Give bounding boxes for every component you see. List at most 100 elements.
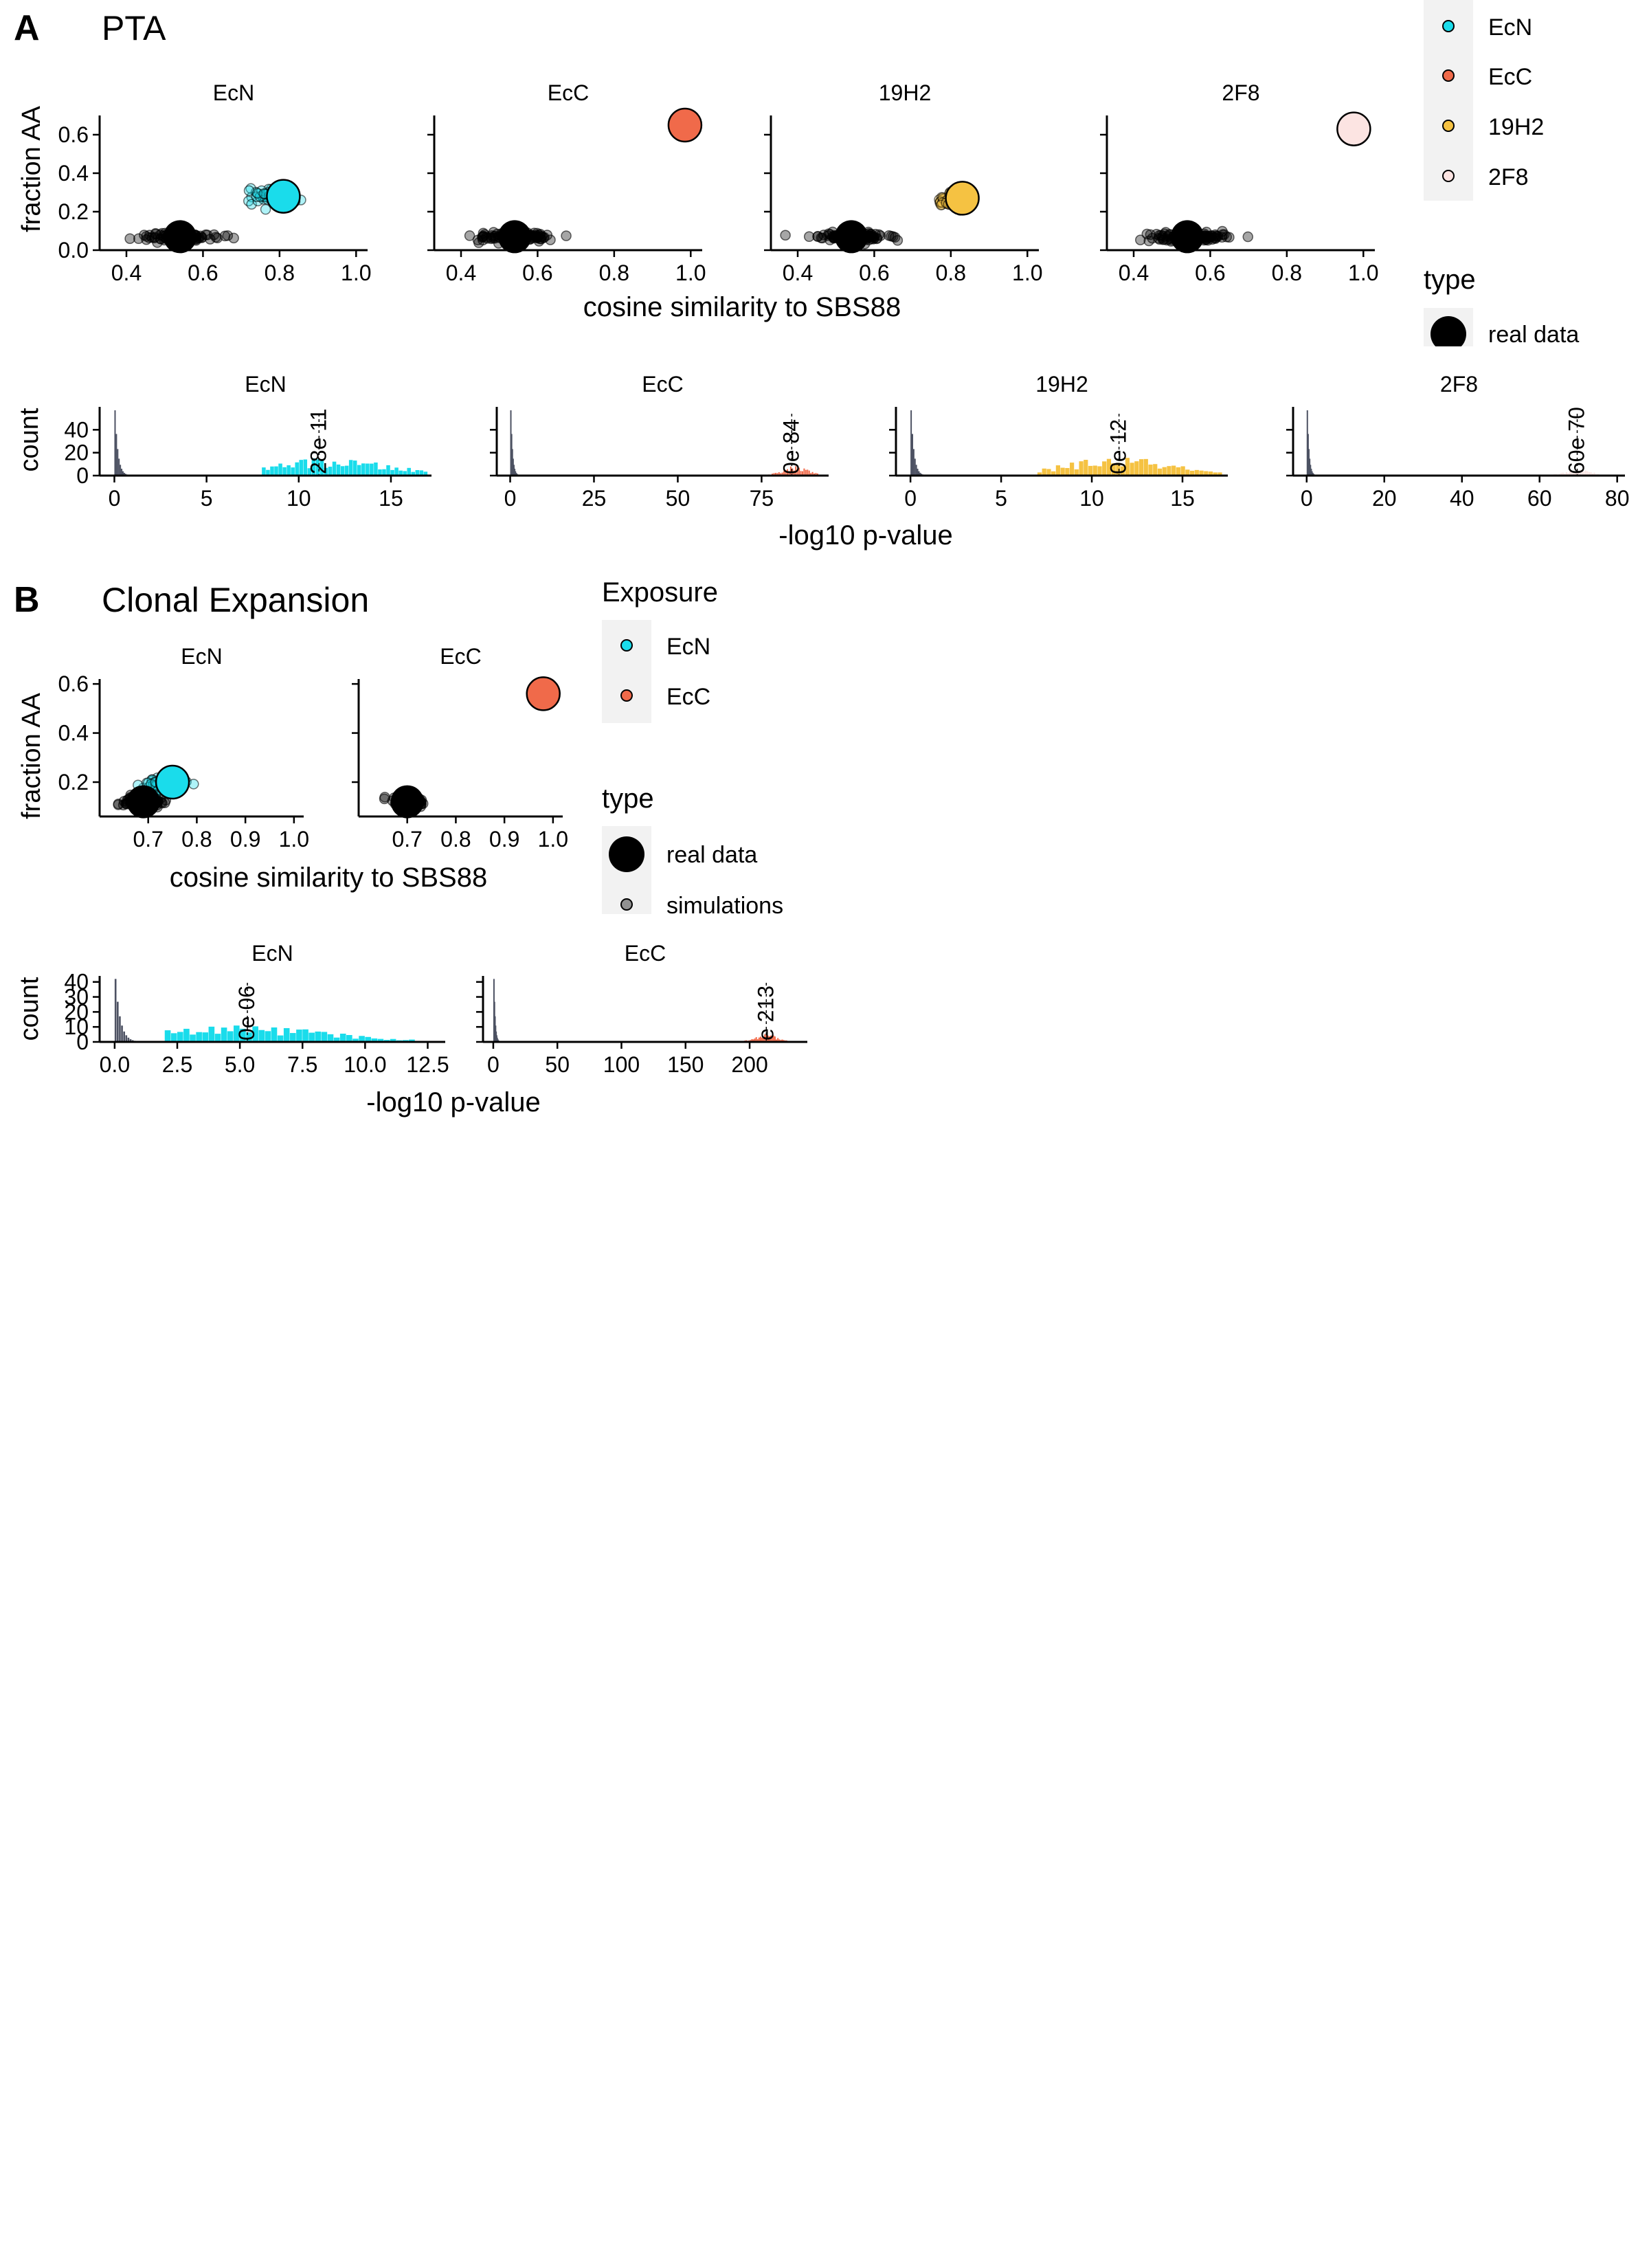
x-tick-label: 15 [379, 486, 403, 511]
simulation-point-null [222, 230, 234, 241]
facet-strip-label: EcC [642, 372, 683, 397]
histogram-bar-exposure [283, 1027, 290, 1042]
histogram-bar-exposure [810, 473, 812, 476]
histogram-bar-exposure [164, 1030, 171, 1042]
panel-a-hist-ylabel: count [15, 408, 44, 471]
histogram-bar-exposure [296, 1030, 302, 1042]
histogram-bar-exposure [1130, 463, 1134, 476]
histogram-bar-exposure [1074, 469, 1079, 476]
facet-a-scatter-2f8: 2F8 0.4 0.6 0.8 1.0 [1100, 80, 1379, 285]
histogram-bar-exposure [783, 471, 785, 476]
x-tick-label: 0 [504, 486, 517, 511]
x-tick-label: 0.7 [392, 827, 422, 852]
histogram-bar-exposure [792, 468, 794, 476]
histogram-bar-exposure [795, 466, 797, 476]
histogram-bar-exposure [801, 471, 803, 476]
histogram-bar-exposure [785, 470, 787, 476]
histogram-bar-exposure [1583, 471, 1585, 476]
histogram-bar-exposure [793, 470, 795, 476]
x-tick-label: 0.6 [522, 260, 552, 285]
legend-clip-mask-b [591, 914, 866, 969]
histogram-bar-exposure [800, 471, 802, 476]
histogram-bar-exposure [1574, 472, 1576, 476]
facet-b-scatter-ecc: EcC 0.7 0.8 0.9 1.0 [352, 644, 568, 852]
histogram-bar-exposure [196, 1032, 202, 1042]
histogram-bar-exposure [1055, 465, 1061, 476]
simulation-point-null [205, 234, 216, 245]
histogram-bar-exposure [336, 464, 341, 476]
simulation-point-null [780, 230, 791, 241]
legend-label-ecn-b: EcN [666, 634, 710, 660]
x-tick-label: 40 [1450, 486, 1474, 511]
x-tick-label: 0.4 [1119, 260, 1149, 285]
legend-label-ecc-b: EcC [666, 684, 710, 710]
histogram-bar-exposure [1042, 468, 1046, 476]
histogram-bar-exposure [390, 1038, 396, 1042]
histogram-bar-exposure [1569, 470, 1571, 476]
histogram-bar-null [918, 471, 920, 476]
facet-strip-label: EcC [625, 941, 666, 966]
x-tick-label: 5.0 [225, 1052, 255, 1077]
histogram-bar-exposure [776, 1039, 778, 1042]
histogram-bar-exposure [366, 463, 370, 476]
x-tick-label: 0.9 [489, 827, 519, 852]
histogram-bar-null [515, 472, 517, 476]
real-data-point-exposure [266, 179, 301, 214]
legend-key-ecn-b [620, 639, 633, 652]
histogram-bar-exposure [352, 460, 357, 476]
histogram-bar-exposure [763, 1038, 765, 1042]
p-value-label: e 213 [753, 986, 778, 1041]
histogram-bar-null [1306, 410, 1308, 476]
x-tick-label: 5 [201, 486, 213, 511]
histogram-bar-null [116, 1001, 119, 1042]
real-data-point-null [390, 785, 424, 819]
histogram-bar-exposure [221, 1027, 227, 1042]
histogram-bar-exposure [361, 463, 366, 476]
histogram-bar-exposure [307, 468, 312, 476]
y-tick-label: 0.4 [58, 161, 89, 186]
x-tick-label: 1.0 [675, 260, 706, 285]
histogram-bar-exposure [771, 1036, 773, 1042]
x-tick-label: 5 [995, 486, 1007, 511]
histogram-bar-exposure [270, 466, 274, 476]
simulation-point-null [867, 231, 878, 243]
histogram-bar-exposure [1586, 471, 1589, 476]
histogram-bar-exposure [803, 468, 805, 476]
panel-b-hist-ylabel: count [15, 977, 44, 1041]
histogram-bar-exposure [1153, 464, 1158, 476]
histogram-bar-exposure [411, 471, 416, 476]
histogram-bar-exposure [778, 472, 780, 476]
x-tick-label: 0.8 [936, 260, 966, 285]
histogram-bar-exposure [302, 1029, 309, 1042]
x-tick-label: 0.8 [599, 260, 629, 285]
histogram-bar-exposure [190, 1034, 196, 1042]
histogram-bar-exposure [816, 473, 818, 476]
histogram-bar-exposure [1185, 469, 1190, 476]
y-tick-label: 0.2 [58, 770, 89, 794]
real-data-point-null [1171, 220, 1204, 254]
histogram-bar-exposure [1584, 470, 1586, 476]
legend-exposure-title: Exposure [602, 577, 718, 608]
y-tick-label: 30 [64, 985, 89, 1010]
histogram-bar-exposure [1162, 467, 1167, 476]
histogram-bar-null [514, 468, 516, 476]
histogram-bar-exposure [423, 471, 428, 476]
histogram-bar-exposure [339, 1033, 346, 1042]
panel-b-scatter-xlabel: cosine similarity to SBS88 [170, 863, 487, 893]
histogram-bar-exposure [1194, 469, 1199, 476]
histogram-bar-exposure [208, 1026, 215, 1042]
simulation-point-exposure [243, 185, 255, 197]
panel-b-scatter-ylabel: fraction AA [17, 692, 46, 819]
histogram-bar-exposure [1199, 470, 1204, 476]
x-tick-label: 7.5 [287, 1052, 317, 1077]
histogram-bar-exposure [778, 1039, 781, 1042]
histogram-bar-exposure [1578, 471, 1580, 476]
histogram-bar-null [115, 434, 117, 476]
facet-strip-label: EcN [245, 372, 286, 397]
histogram-bar-exposure [357, 465, 361, 476]
simulation-point-null [1143, 235, 1154, 247]
histogram-bar-exposure [183, 1028, 190, 1042]
histogram-bar-null [910, 410, 912, 476]
x-tick-label: 2.5 [162, 1052, 192, 1077]
